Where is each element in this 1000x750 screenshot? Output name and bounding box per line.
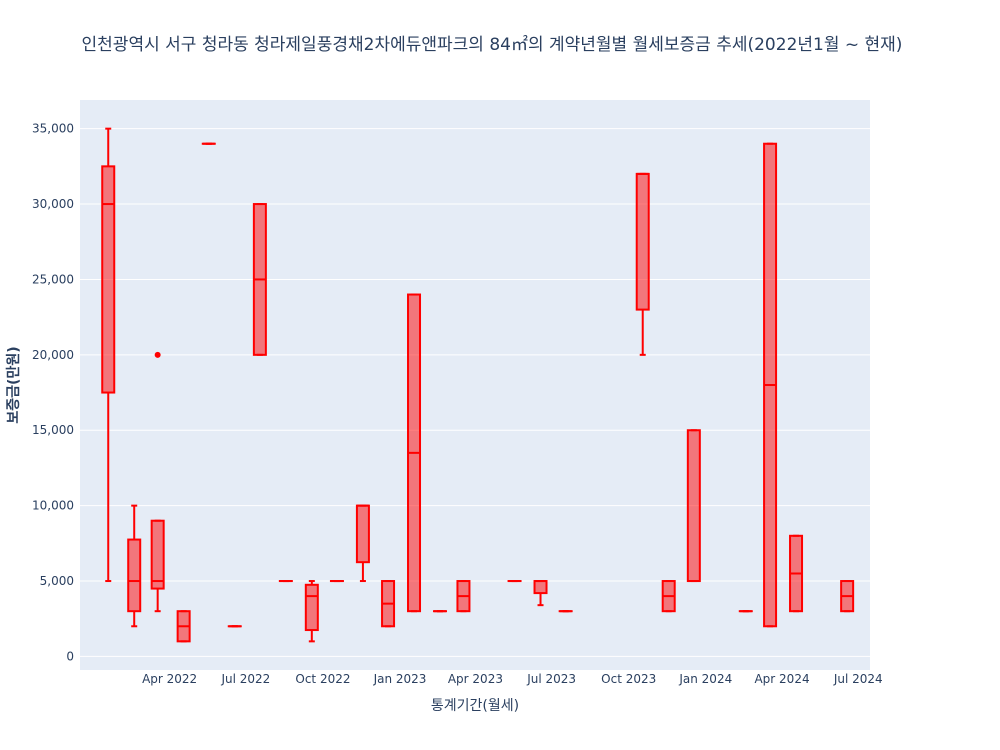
iqr-box xyxy=(127,538,142,613)
box-series xyxy=(101,127,855,643)
y-tick-label: 0 xyxy=(66,649,74,663)
iqr-box xyxy=(635,172,650,311)
x-tick-label: Apr 2024 xyxy=(754,672,809,686)
x-tick-label: Apr 2023 xyxy=(448,672,503,686)
y-tick-label: 20,000 xyxy=(32,348,74,362)
grid-lines xyxy=(80,128,870,657)
box-2024-04 xyxy=(789,534,804,613)
box-2024-03 xyxy=(763,142,778,628)
iqr-box xyxy=(533,580,548,595)
iqr-box xyxy=(304,583,319,632)
y-tick-label: 10,000 xyxy=(32,499,74,513)
y-tick-label: 30,000 xyxy=(32,197,74,211)
y-tick-label: 35,000 xyxy=(32,122,74,136)
iqr-box xyxy=(150,519,165,590)
box-2023-03 xyxy=(456,580,471,613)
x-tick-label: Apr 2022 xyxy=(142,672,197,686)
box-2023-10 xyxy=(635,172,650,356)
box-2022-11 xyxy=(355,504,370,583)
box-2022-04 xyxy=(176,610,191,643)
y-tick-label: 15,000 xyxy=(32,423,74,437)
x-axis-title: 통계기간(월세) xyxy=(431,698,519,714)
box-2023-12 xyxy=(686,429,701,583)
box-2022-12 xyxy=(381,580,396,628)
y-axis-title: 보증금(만원) xyxy=(6,346,22,423)
chart-title: 인천광역시 서구 청라동 청라제일풍경채2차에듀앤파크의 84㎡의 계약년월별 … xyxy=(82,35,903,55)
iqr-box xyxy=(686,429,701,583)
x-tick-label: Jul 2023 xyxy=(526,672,576,686)
plot-area xyxy=(80,100,870,670)
y-tick-label: 5,000 xyxy=(40,574,74,588)
iqr-box xyxy=(101,165,116,394)
iqr-box xyxy=(355,504,370,564)
x-tick-label: Oct 2023 xyxy=(601,672,656,686)
x-tick-label: Jul 2022 xyxy=(220,672,270,686)
box-2022-09 xyxy=(304,580,319,643)
box-2022-02 xyxy=(127,504,142,628)
y-tick-label: 25,000 xyxy=(32,272,74,286)
box-2023-11 xyxy=(661,580,676,613)
box-2022-01 xyxy=(101,127,116,583)
box-2023-01 xyxy=(407,293,422,613)
y-axis-ticks: 0 5,000 10,000 15,000 20,000 25,000 30,000 35,0… xyxy=(32,122,74,664)
x-axis-ticks: Apr 2022 Jul 2022 Oct 2022 Jan 2023 Apr 2023… xyxy=(142,672,883,686)
box-2023-06 xyxy=(533,580,548,607)
box-2022-03 xyxy=(150,351,165,613)
x-tick-label: Jul 2024 xyxy=(833,672,883,686)
box-2022-07 xyxy=(252,203,267,356)
box-2024-06 xyxy=(840,580,855,613)
x-tick-label: Jan 2024 xyxy=(678,672,732,686)
x-tick-label: Jan 2023 xyxy=(373,672,427,686)
x-tick-label: Oct 2022 xyxy=(295,672,350,686)
outlier-point xyxy=(154,351,161,358)
